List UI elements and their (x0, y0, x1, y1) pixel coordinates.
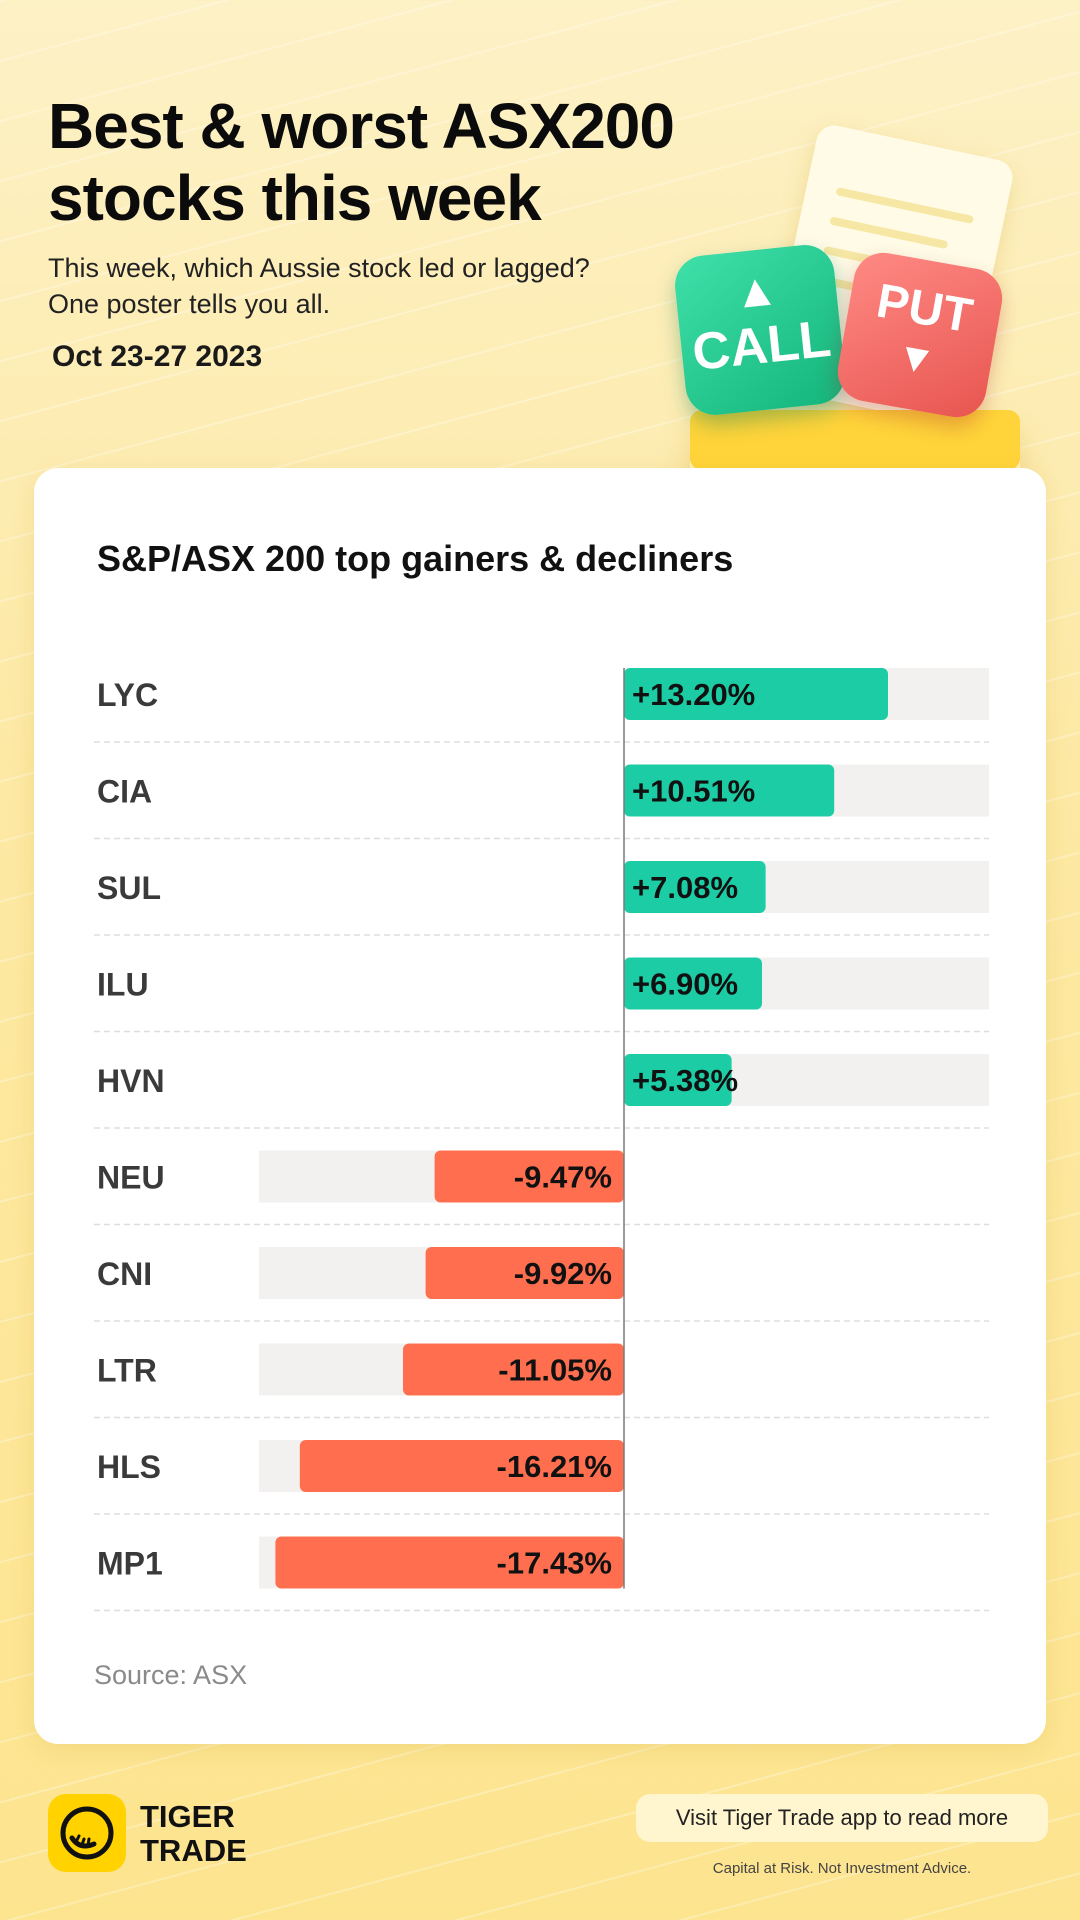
gain-bar (624, 1054, 732, 1106)
gain-bar (624, 957, 762, 1010)
ticker-label: MP1 (97, 1546, 163, 1582)
ticker-label: CIA (97, 774, 152, 810)
value-label: -9.47% (514, 1160, 612, 1195)
loss-bar (299, 1440, 624, 1492)
tiger-logo-icon[interactable] (48, 1794, 126, 1872)
call-put-illustration: ▲ CALL PUT ▼ (670, 120, 1030, 480)
ticker-label: LTR (97, 1353, 157, 1389)
loss-bar (403, 1343, 624, 1396)
value-label: +5.38% (632, 1063, 738, 1098)
brand-line-2: TRADE (140, 1833, 247, 1868)
pedestal-shape (690, 410, 1020, 470)
ticker-label: CNI (97, 1256, 152, 1292)
disclaimer: Capital at Risk. Not Investment Advice. (712, 1860, 972, 1877)
value-label: -16.21% (497, 1449, 612, 1484)
ticker-label: NEU (97, 1160, 165, 1196)
gain-bar (624, 668, 888, 720)
value-label: +6.90% (632, 967, 738, 1002)
value-label: -17.43% (497, 1546, 612, 1581)
value-label: +13.20% (632, 677, 755, 712)
value-label: -11.05% (498, 1353, 612, 1388)
value-label: +10.51% (632, 774, 755, 809)
ticker-label: HVN (97, 1063, 165, 1099)
page-title-line-2: stocks this week (48, 162, 542, 234)
ticker-label: HLS (97, 1449, 161, 1485)
value-label: +7.08% (632, 870, 738, 905)
loss-bar (425, 1247, 624, 1299)
gain-bar (624, 861, 766, 913)
subtitle-line-1: This week, which Aussie stock led or lag… (48, 253, 590, 283)
value-label: -9.92% (514, 1256, 612, 1291)
date-range: Oct 23-27 2023 (52, 340, 263, 373)
subtitle-line-2: One poster tells you all. (48, 289, 331, 319)
brand-name: TIGER TRADE (140, 1800, 280, 1868)
read-more-button[interactable]: Visit Tiger Trade app to read more (636, 1794, 1048, 1842)
ticker-label: SUL (97, 870, 161, 906)
call-cube-icon: ▲ CALL (672, 242, 848, 418)
brand-line-1: TIGER (140, 1799, 235, 1834)
page-title-line-1: Best & worst ASX200 (48, 90, 675, 162)
loss-bar (275, 1536, 624, 1589)
page-title: Best & worst ASX200 stocks this week (48, 90, 748, 234)
loss-bar (434, 1150, 624, 1203)
chart-source: Source: ASX (94, 1660, 248, 1690)
diverging-bar-chart: LYC +13.20% CIA +10.51% SUL +7.08% ILU +6.90% HV… (94, 668, 989, 1612)
ticker-label: LYC (97, 677, 158, 713)
chart-title: S&P/ASX 200 top gainers & decliners (97, 538, 734, 579)
ticker-label: ILU (97, 967, 149, 1003)
page-subtitle: This week, which Aussie stock led or lag… (48, 250, 688, 322)
put-cube-icon: PUT ▼ (833, 248, 1007, 422)
gain-bar (624, 764, 835, 817)
chart-card: S&P/ASX 200 top gainers & decliners LYC +… (34, 468, 1046, 1744)
